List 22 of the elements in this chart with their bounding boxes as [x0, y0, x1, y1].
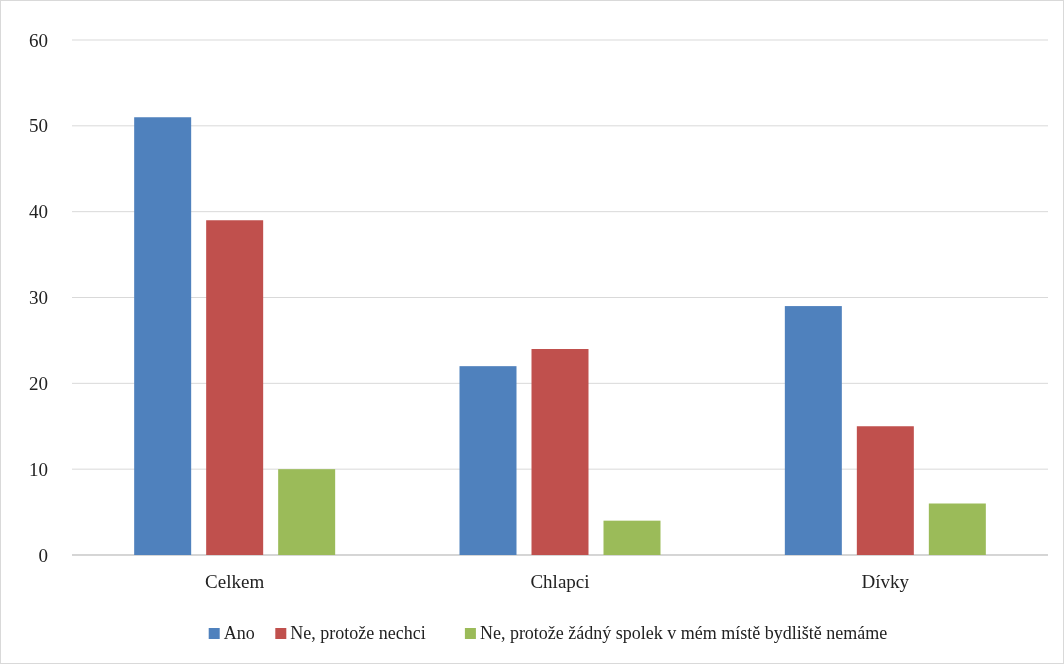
- bar: [278, 469, 336, 555]
- legend-label: Ne, protože žádný spolek v mém místě bydliště nemáme: [479, 623, 888, 643]
- y-tick-label: 10: [29, 458, 48, 480]
- x-tick-label: Chlapci: [530, 571, 590, 592]
- y-tick-label: 20: [29, 372, 48, 394]
- y-tick-label: 30: [29, 287, 48, 309]
- bar: [856, 426, 914, 555]
- legend-label: Ne, protože nechci: [290, 623, 426, 643]
- legend-label: Ano: [223, 623, 255, 643]
- bar: [784, 306, 842, 555]
- bar: [928, 503, 986, 555]
- bar: [459, 366, 517, 555]
- bar: [603, 520, 661, 555]
- bar: [531, 349, 589, 555]
- y-tick-label: 50: [29, 115, 48, 137]
- bar: [206, 220, 264, 555]
- x-tick-label: Dívky: [861, 571, 910, 592]
- x-tick-label: Celkem: [205, 571, 265, 592]
- y-tick-label: 40: [29, 201, 48, 223]
- y-tick-label: 60: [29, 29, 48, 51]
- bar: [134, 117, 192, 555]
- y-tick-label: 0: [38, 544, 48, 566]
